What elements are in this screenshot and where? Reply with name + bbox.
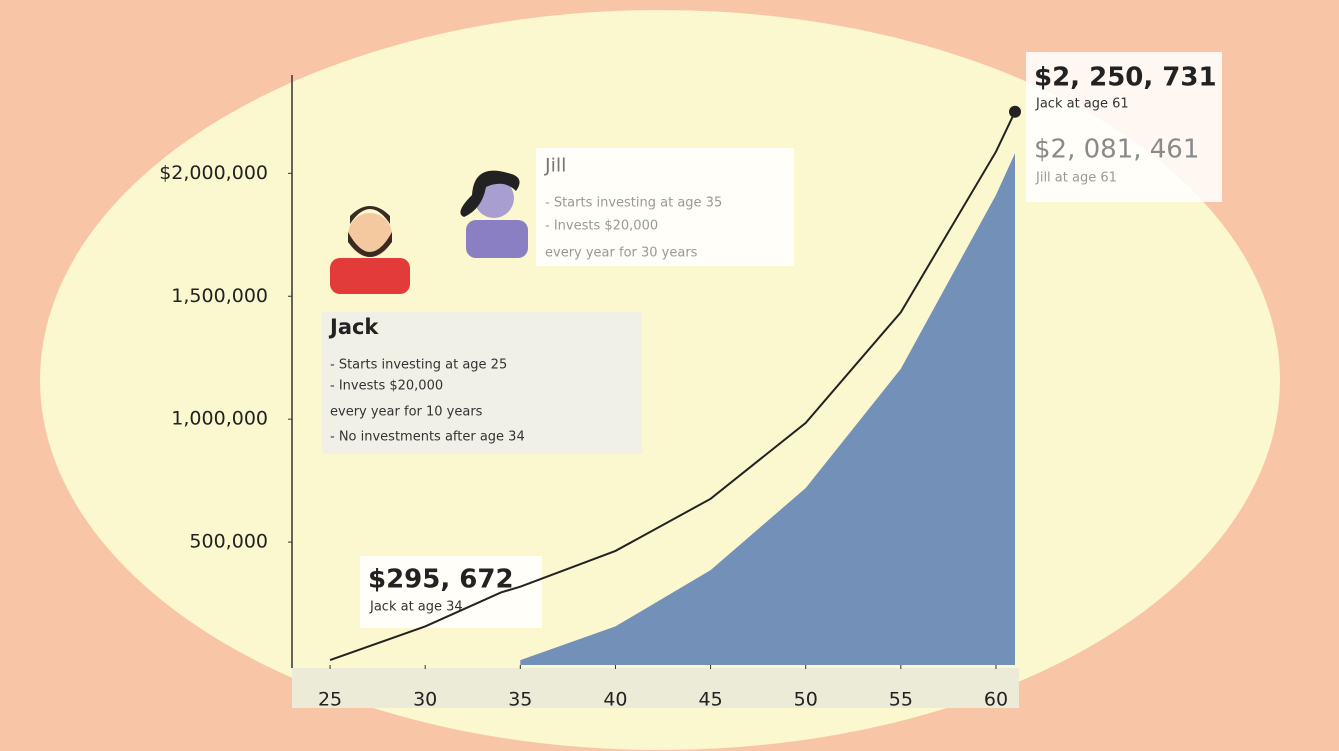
jack-final-note: Jack at age 61: [1035, 97, 1129, 112]
y-tick-label: 500,000: [189, 531, 268, 553]
jack-note: every year for 10 years: [330, 405, 483, 420]
jill-name: Jill: [544, 155, 566, 177]
y-tick-label: $2,000,000: [159, 162, 268, 184]
jill-note: - Invests $20,000: [545, 219, 658, 234]
y-tick-label: 1,500,000: [171, 285, 268, 307]
jack-mid-value: $295, 672: [368, 565, 514, 595]
jack-note: - No investments after age 34: [330, 430, 525, 445]
x-tick-label: 35: [508, 689, 532, 711]
chart: Jack - Starts investing at age 25 - Inve…: [0, 0, 1339, 751]
x-tick-label: 55: [889, 689, 913, 711]
end-point: [1009, 106, 1021, 118]
jack-final-value: $2, 250, 731: [1034, 63, 1217, 93]
jack-note: - Starts investing at age 25: [330, 358, 507, 373]
x-tick-label: 30: [413, 689, 437, 711]
x-tick-label: 25: [318, 689, 342, 711]
x-tick-label: 60: [984, 689, 1008, 711]
jack-note: - Invests $20,000: [330, 379, 443, 394]
x-tick-label: 50: [794, 689, 818, 711]
jill-note: every year for 30 years: [545, 246, 698, 261]
jill-final-value: $2, 081, 461: [1034, 135, 1199, 165]
jill-final-note: Jill at age 61: [1035, 171, 1117, 186]
jack-mid-note: Jack at age 34: [369, 600, 463, 615]
y-tick-label: 1,000,000: [171, 408, 268, 430]
jack-name: Jack: [328, 315, 379, 339]
jill-note: - Starts investing at age 35: [545, 196, 722, 211]
x-tick-label: 40: [603, 689, 627, 711]
x-tick-label: 45: [698, 689, 722, 711]
